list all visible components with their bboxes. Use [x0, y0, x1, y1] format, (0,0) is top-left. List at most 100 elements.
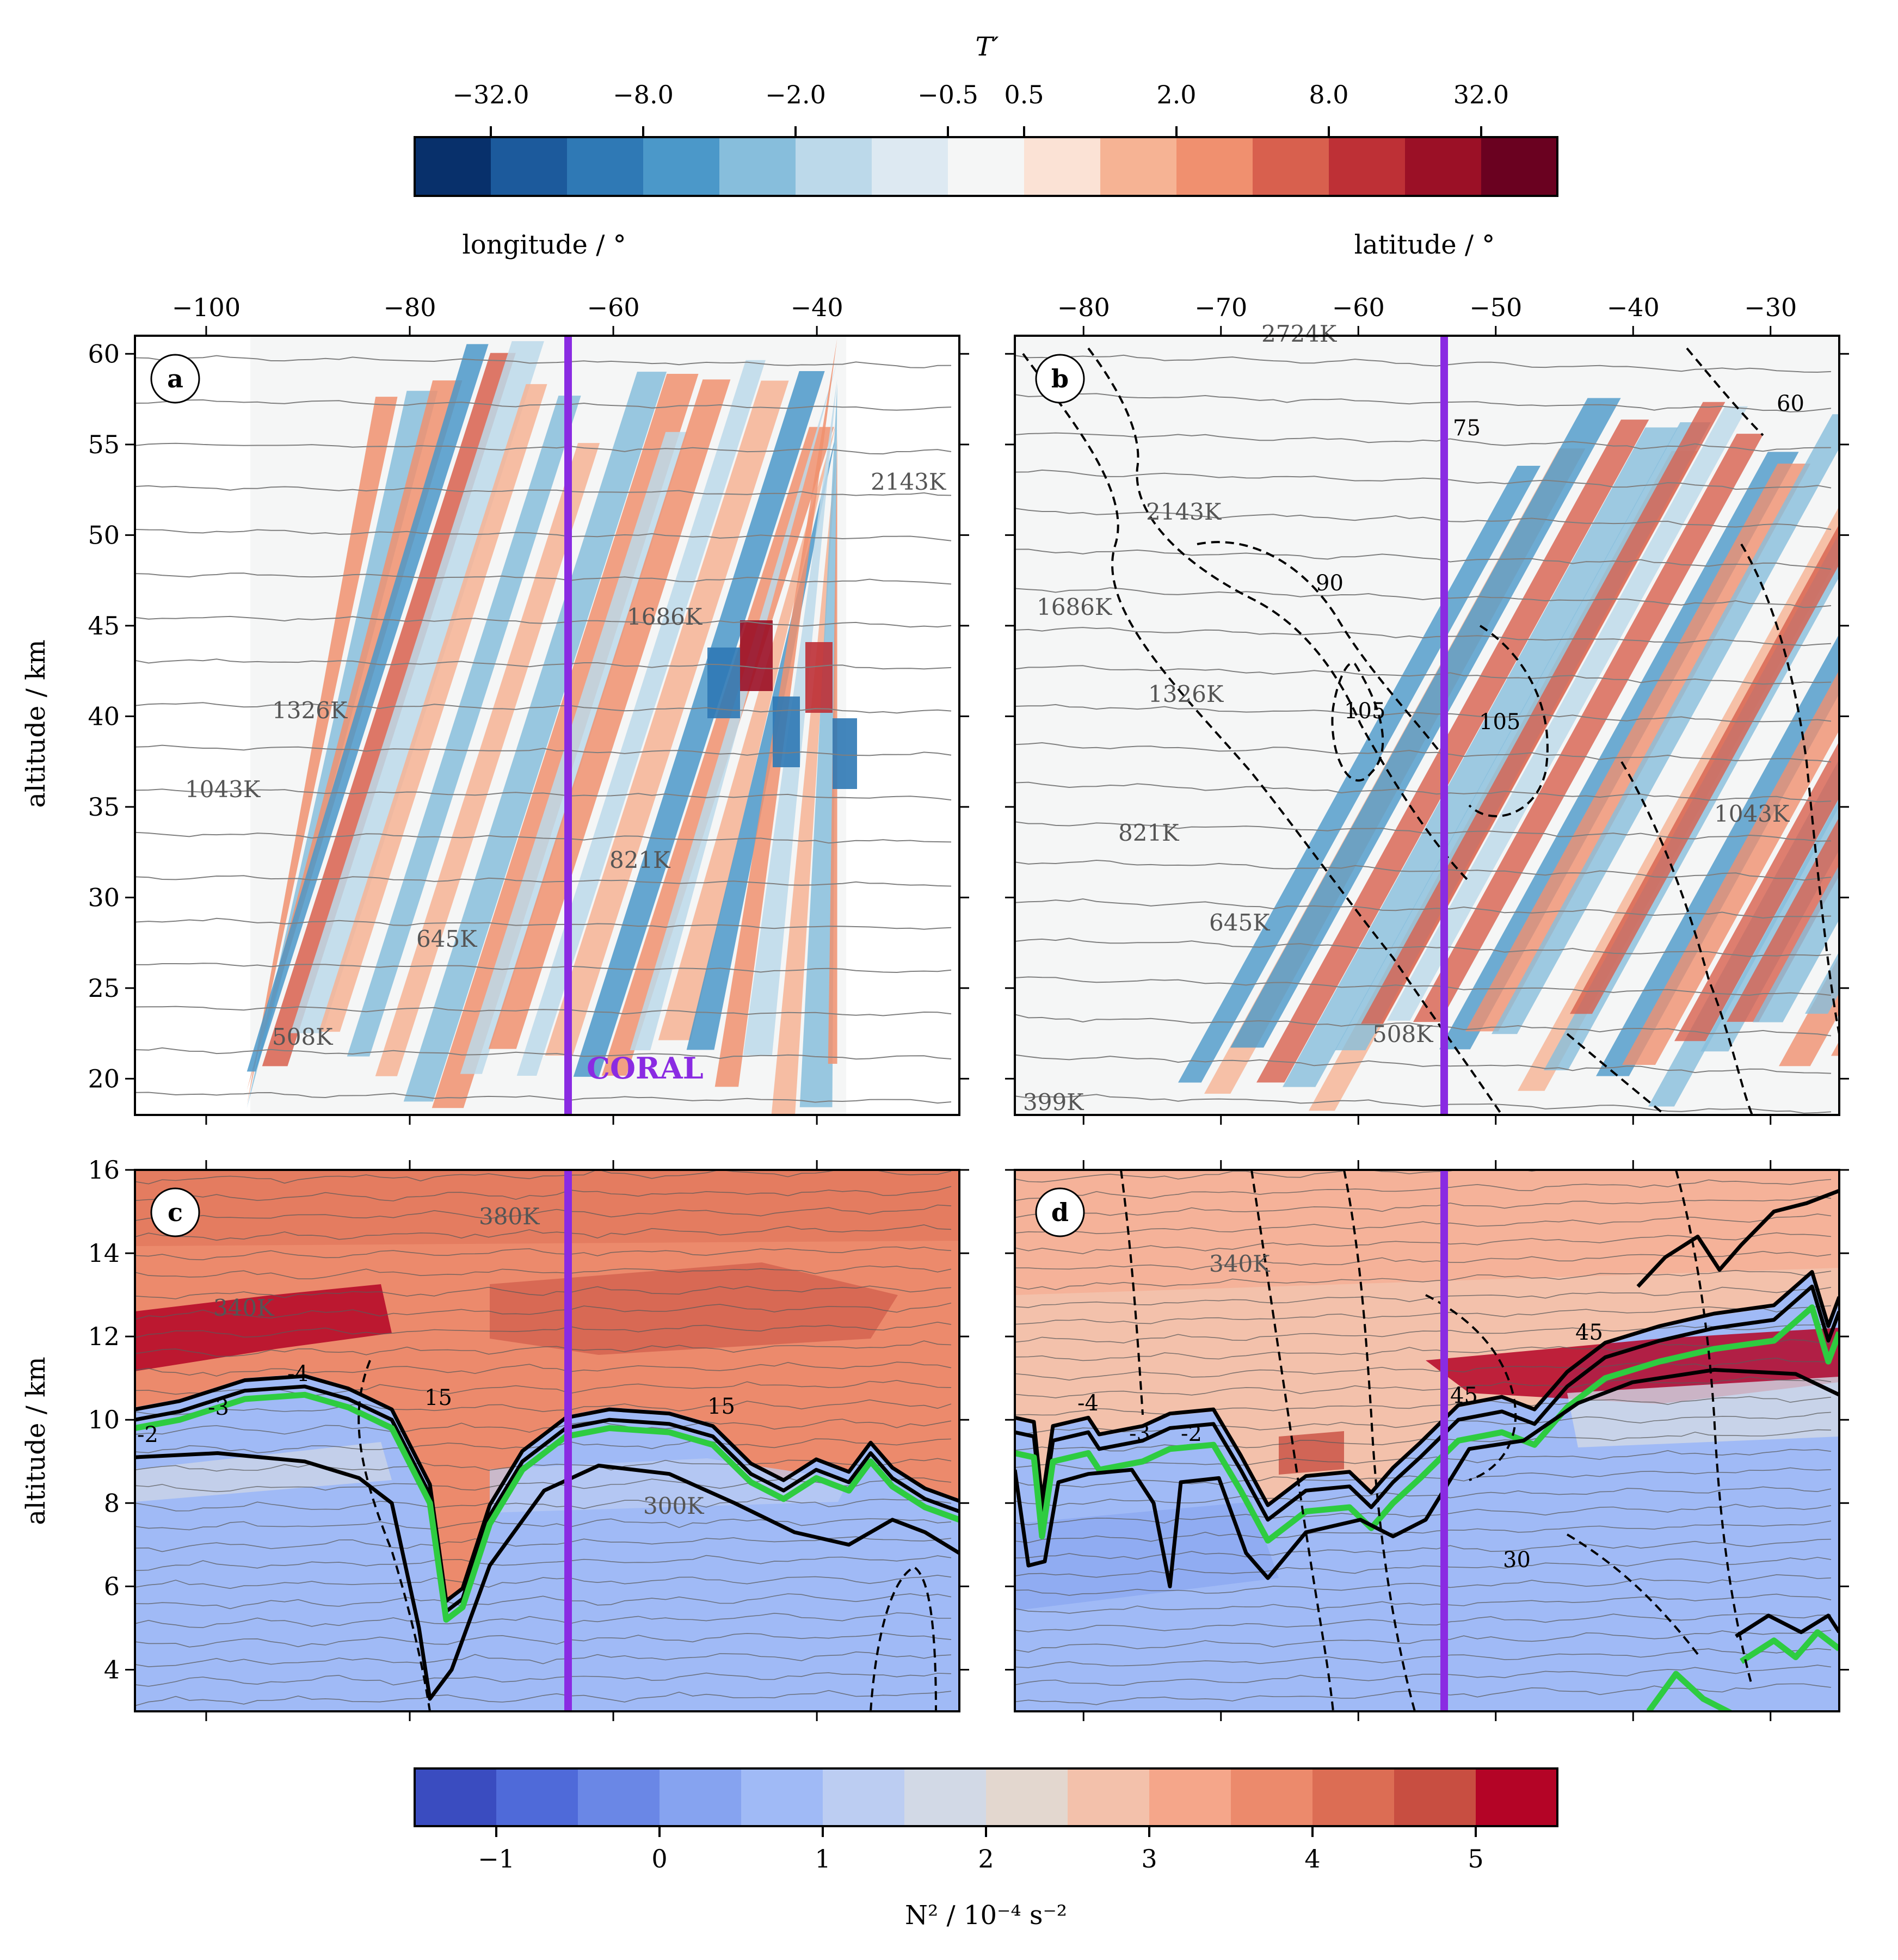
panel-a-ytick-label: 40 — [88, 701, 120, 731]
isentrope-line — [1015, 1305, 1832, 1325]
colorbar-bottom: −1 0 1 2 3 4 5 N² / 10⁻⁴ s⁻² — [414, 1767, 1558, 1931]
isentrope-line — [135, 1690, 952, 1706]
isentrope-line — [135, 1246, 952, 1261]
panel-b-xtick-label: −60 — [1332, 293, 1385, 322]
tprime-band — [1465, 463, 1811, 1032]
isentrope-line — [135, 1340, 952, 1357]
isentrope-line — [135, 1536, 952, 1552]
isentrope-label: 1043K — [1714, 800, 1790, 827]
pv-contour-2-low — [1740, 1629, 1839, 1664]
isentrope-line — [135, 1518, 952, 1531]
isentrope-line — [135, 963, 952, 973]
panel-a-badge — [150, 354, 200, 404]
isentrope-line — [1015, 1094, 1832, 1114]
tprime-band — [573, 371, 825, 1077]
isentrope-line — [135, 355, 952, 368]
tprime-band — [375, 443, 600, 1076]
isentrope-line — [135, 1593, 952, 1610]
wind-contour — [1250, 1170, 1334, 1711]
colorbar-top-cell — [948, 137, 1025, 196]
wind-contour-label: 15 — [424, 1385, 452, 1410]
wind-contour — [1343, 1170, 1416, 1711]
tprime-band — [1805, 951, 1839, 1014]
colorbar-bottom-label: N² / 10⁻⁴ s⁻² — [905, 1900, 1067, 1931]
isentrope-line — [1015, 1170, 1543, 1183]
colorbar-top-tick-label: −0.5 — [917, 80, 978, 109]
panel-a-xtick-label: −100 — [172, 293, 241, 322]
tprime-band — [516, 360, 766, 1076]
isentrope-line — [135, 875, 952, 887]
isentrope-line — [1015, 1503, 1832, 1526]
wind-contour-label: 30 — [1503, 1548, 1531, 1573]
colorbar-top-cell — [567, 137, 644, 196]
colorbar-top-tick-label: 32.0 — [1453, 80, 1509, 109]
tprime-band — [1674, 741, 1839, 1041]
isentrope-line — [135, 1047, 952, 1060]
isentrope-label: 2143K — [1146, 498, 1222, 525]
wind-contour-label: 60 — [1777, 391, 1804, 416]
tprime-band — [290, 341, 544, 1033]
isentrope-line — [135, 1497, 952, 1512]
n2-patch — [490, 1458, 849, 1513]
isentrope-line — [135, 1265, 952, 1279]
pv-contour-3 — [1015, 1284, 1839, 1522]
tprime-band — [1596, 633, 1839, 1076]
wind-contour — [358, 1360, 431, 1711]
colorbar-top-frame — [414, 136, 1558, 197]
pv-label: -4 — [1077, 1391, 1099, 1416]
isentrope-line — [135, 1651, 952, 1667]
pv-contour-2-low — [1646, 1671, 1735, 1711]
colorbar-bottom-tick-label: 3 — [1141, 1844, 1157, 1873]
isentrope-line — [1015, 1520, 1832, 1543]
tprime-band — [1492, 414, 1839, 1034]
colorbar-bottom-cell — [1312, 1768, 1395, 1826]
panel-c-ytick-label: 10 — [88, 1405, 120, 1434]
isentrope-label: 1326K — [272, 697, 348, 724]
colorbar-top-tick-label: −8.0 — [613, 80, 674, 109]
tprime-band — [460, 432, 688, 1074]
isentrope-line — [135, 1361, 952, 1377]
isentrope-label: 645K — [1209, 909, 1271, 936]
wind-contour-label: 45 — [1575, 1320, 1603, 1345]
xlabel-latitude: latitude / ° — [1354, 230, 1495, 260]
isentrope-line — [135, 528, 952, 541]
wind-contour — [1087, 347, 1470, 883]
isentrope-line — [135, 1321, 952, 1338]
isentrope-label: 821K — [609, 847, 671, 873]
panel-a-ytick-label: 35 — [88, 792, 120, 822]
wind-contour — [1620, 761, 1753, 1115]
isentrope-line — [135, 702, 952, 714]
tprime-band — [601, 427, 834, 1076]
isentrope-line — [135, 1555, 952, 1571]
colorbar-top-tick-label: 2.0 — [1156, 80, 1196, 109]
tprime-band — [1857, 404, 1898, 1037]
colorbar-bottom-tick-label: 5 — [1468, 1844, 1483, 1873]
isentrope-line — [135, 1285, 952, 1299]
panel-a-xtick-label: −80 — [383, 293, 436, 322]
isentrope-line — [1015, 1412, 1832, 1435]
isentrope-line — [135, 788, 952, 801]
isentrope-line — [1015, 587, 1832, 608]
panel-a-xtick-label: −60 — [587, 293, 640, 322]
colorbar-bottom-cell — [986, 1768, 1068, 1826]
panel-d-letter: d — [1051, 1198, 1069, 1227]
panel-b-letter: b — [1051, 364, 1069, 393]
panel-b-xtick-label: −40 — [1607, 293, 1660, 322]
colorbar-bottom-cell — [741, 1768, 823, 1826]
tprime-band — [1230, 398, 1621, 1048]
colorbar-bottom-cell — [1231, 1768, 1313, 1826]
panel-a: 2143K 1686K 1326K 1043K 821K 645K 508K CORAL −… — [21, 293, 969, 1125]
tprime-band — [318, 384, 547, 1032]
pv-label: -4 — [287, 1361, 309, 1386]
isentrope-line — [135, 1170, 952, 1185]
panel-c-ytick-label: 4 — [104, 1655, 120, 1684]
colorbar-bottom-cell — [1068, 1768, 1150, 1826]
n2-patch — [135, 1170, 959, 1246]
colorbar-bottom-tick-label: 1 — [815, 1844, 830, 1873]
tprime-cell — [707, 648, 740, 718]
panel-c-ytick-label: 16 — [88, 1155, 120, 1185]
wind-contour — [1675, 1170, 1753, 1687]
isentrope-line — [1015, 1593, 1832, 1614]
isentrope-label: 1326K — [1148, 681, 1224, 707]
